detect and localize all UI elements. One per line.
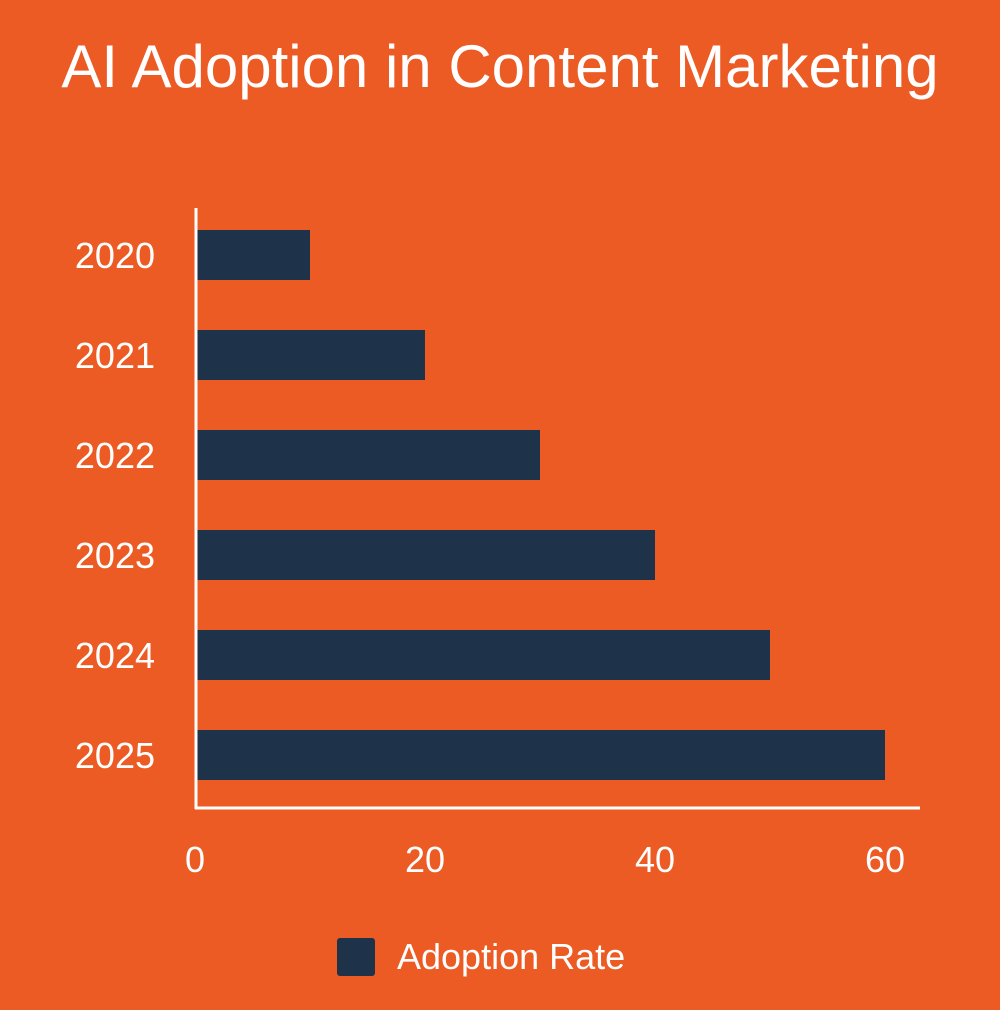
y-tick-label: 2025 xyxy=(75,735,155,776)
x-tick-label: 60 xyxy=(865,839,905,880)
bar-2024 xyxy=(195,630,770,680)
y-tick-label: 2020 xyxy=(75,235,155,276)
bar-2025 xyxy=(195,730,885,780)
x-tick-label: 0 xyxy=(185,839,205,880)
bar-2022 xyxy=(195,430,540,480)
bar-2020 xyxy=(195,230,310,280)
y-tick-label: 2022 xyxy=(75,435,155,476)
y-tick-label: 2024 xyxy=(75,635,155,676)
legend: Adoption Rate xyxy=(337,936,625,978)
bar-2023 xyxy=(195,530,655,580)
x-tick-label: 20 xyxy=(405,839,445,880)
legend-label: Adoption Rate xyxy=(397,936,626,977)
chart-title: AI Adoption in Content Marketing xyxy=(61,33,939,100)
y-tick-label: 2023 xyxy=(75,535,155,576)
y-tick-label: 2021 xyxy=(75,335,155,376)
legend-swatch xyxy=(337,938,375,976)
bar-2021 xyxy=(195,330,425,380)
x-tick-label: 40 xyxy=(635,839,675,880)
